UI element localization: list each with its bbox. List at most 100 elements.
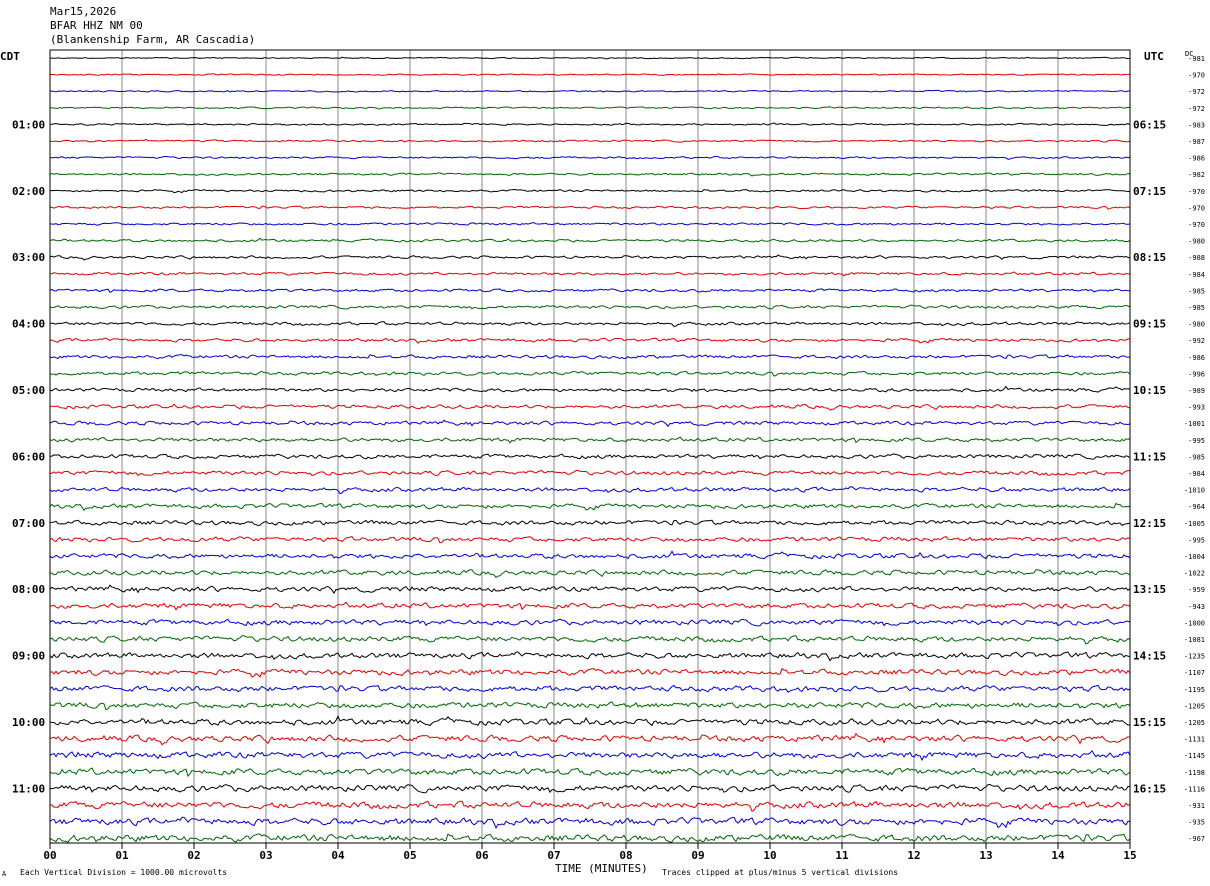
dc-offset-label: -970 <box>1188 204 1205 212</box>
x-tick-label: 09 <box>691 849 704 862</box>
dc-offset-label: -1131 <box>1184 736 1205 744</box>
trace-line <box>49 73 1131 76</box>
local-hour-label: 05:00 <box>12 384 45 397</box>
x-tick-label: 13 <box>979 849 992 862</box>
dc-offset-label: -996 <box>1188 370 1205 378</box>
dc-offset-label: -986 <box>1188 354 1205 362</box>
x-tick-label: 07 <box>547 849 560 862</box>
trace-line <box>49 419 1131 428</box>
dc-offset-label: -995 <box>1188 437 1205 445</box>
trace-line <box>49 569 1131 579</box>
dc-offset-label: -982 <box>1188 171 1205 179</box>
trace-line <box>49 304 1131 310</box>
x-tick-label: 04 <box>331 849 345 862</box>
trace-line <box>49 635 1131 645</box>
dc-offset-label: -1010 <box>1184 487 1205 495</box>
trace-line <box>50 800 1131 813</box>
dc-offset-label: -989 <box>1188 387 1205 395</box>
trace-line <box>49 453 1131 460</box>
trace-line <box>49 584 1131 595</box>
trace-line <box>49 816 1131 830</box>
utc-hour-label: 06:15 <box>1133 118 1166 131</box>
seismic-traces <box>49 56 1131 843</box>
trace-line <box>49 321 1131 328</box>
dc-offset-label: -1195 <box>1184 686 1205 694</box>
x-tick-label: 06 <box>475 849 489 862</box>
trace-line <box>49 288 1131 293</box>
utc-hour-label: 08:15 <box>1133 251 1166 264</box>
footer-mark: A <box>2 870 7 878</box>
x-tick-label: 00 <box>43 849 56 862</box>
dc-offset-label: -970 <box>1188 72 1205 80</box>
x-tick-label: 15 <box>1123 849 1136 862</box>
dc-offset-label: -984 <box>1188 470 1205 478</box>
local-hour-label: 04:00 <box>12 318 45 331</box>
dc-offset-label: -1081 <box>1184 636 1205 644</box>
dc-offset-label: -995 <box>1188 536 1205 544</box>
trace-line <box>49 550 1131 560</box>
trace-line <box>49 486 1131 495</box>
trace-line <box>49 56 1131 60</box>
dc-offset-label: -983 <box>1188 121 1205 129</box>
dc-offset-label: -985 <box>1188 287 1205 295</box>
x-tick-label: 10 <box>763 849 776 862</box>
utc-hour-label: 11:15 <box>1133 450 1166 463</box>
minute-gridlines <box>49 50 1131 849</box>
dc-offset-label: -1198 <box>1184 769 1205 777</box>
dc-offset-label: -959 <box>1188 586 1205 594</box>
trace-line <box>49 403 1131 411</box>
dc-offset-label: -986 <box>1188 155 1205 163</box>
x-tick-label: 02 <box>187 849 200 862</box>
dc-offset-label: -988 <box>1188 254 1205 262</box>
x-axis-label: TIME (MINUTES) <box>555 862 648 875</box>
station-code: BFAR HHZ NM 00 <box>50 19 143 32</box>
dc-offset-label: -970 <box>1188 188 1205 196</box>
trace-line <box>49 732 1131 746</box>
trace-line <box>49 271 1131 277</box>
trace-line <box>49 701 1131 711</box>
chart-labels: 00 01 02 03 04 05 06 07 08 09 10 11 12 13 14 15 -981 -970… <box>12 55 1205 862</box>
dc-offset-label: -970 <box>1188 221 1205 229</box>
dc-offset-label: -1205 <box>1184 702 1205 710</box>
x-tick-label: 08 <box>619 849 632 862</box>
dc-offset-label: -1005 <box>1184 520 1205 528</box>
local-hour-label: 10:00 <box>12 716 45 729</box>
trace-line <box>49 519 1131 527</box>
utc-hour-label: 16:15 <box>1133 782 1166 795</box>
trace-line <box>49 354 1131 360</box>
trace-line <box>49 749 1131 762</box>
utc-hour-label: 12:15 <box>1133 517 1166 530</box>
dc-offset-label: -972 <box>1188 88 1205 96</box>
station-location: (Blankenship Farm, AR Cascadia) <box>50 33 256 46</box>
trace-line <box>49 89 1130 93</box>
x-tick-label: 14 <box>1051 849 1065 862</box>
local-hour-label: 02:00 <box>12 185 45 198</box>
x-tick-label: 01 <box>115 849 129 862</box>
clip-note: Traces clipped at plus/minus 5 vertical … <box>662 868 899 877</box>
record-date: Mar15,2026 <box>50 5 117 18</box>
trace-line <box>49 188 1131 194</box>
utc-timezone-label: UTC <box>1144 50 1164 63</box>
dc-offset-label: -931 <box>1188 802 1205 810</box>
trace-line <box>49 106 1131 110</box>
utc-hour-label: 09:15 <box>1133 318 1166 331</box>
local-hour-label: 08:00 <box>12 583 45 596</box>
local-hour-label: 03:00 <box>12 251 45 264</box>
trace-line <box>49 714 1131 727</box>
local-timezone-label: CDT <box>0 50 20 63</box>
dc-offset-header: DC <box>1185 50 1194 58</box>
trace-line <box>49 783 1131 794</box>
trace-line <box>49 385 1131 393</box>
trace-line <box>49 833 1131 843</box>
utc-hour-label: 13:15 <box>1133 583 1166 596</box>
plot-frame <box>49 49 1131 844</box>
local-hour-label: 09:00 <box>12 650 45 663</box>
trace-line <box>50 222 1131 226</box>
dc-offset-label: -985 <box>1188 453 1205 461</box>
dc-offset-label: -987 <box>1188 138 1205 146</box>
dc-offset-label: -935 <box>1188 819 1205 827</box>
dc-offset-label: -1022 <box>1184 570 1205 578</box>
dc-offset-label: -1001 <box>1184 420 1205 428</box>
trace-line <box>49 436 1131 444</box>
trace-line <box>49 237 1131 243</box>
